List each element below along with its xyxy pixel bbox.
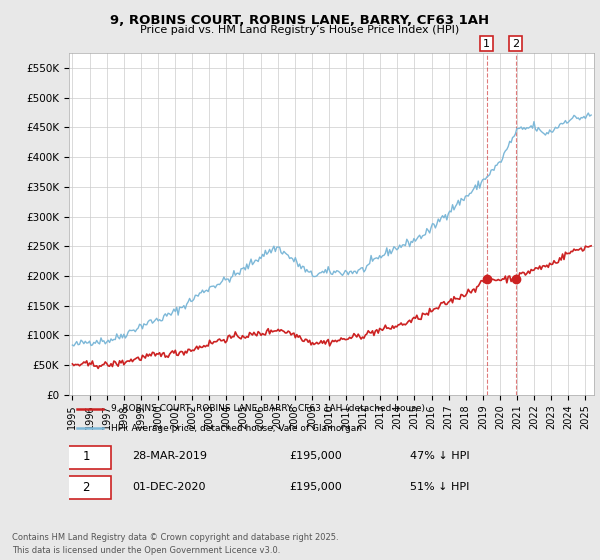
FancyBboxPatch shape [61,446,111,469]
Text: 47% ↓ HPI: 47% ↓ HPI [410,451,470,461]
Text: 2: 2 [512,39,519,49]
Text: £195,000: £195,000 [290,482,342,492]
Text: Contains HM Land Registry data © Crown copyright and database right 2025.: Contains HM Land Registry data © Crown c… [12,533,338,542]
Text: 1: 1 [483,39,490,49]
Text: £195,000: £195,000 [290,451,342,461]
Text: Price paid vs. HM Land Registry’s House Price Index (HPI): Price paid vs. HM Land Registry’s House … [140,25,460,35]
Text: HPI: Average price, detached house, Vale of Glamorgan: HPI: Average price, detached house, Vale… [111,424,362,433]
Text: This data is licensed under the Open Government Licence v3.0.: This data is licensed under the Open Gov… [12,546,280,555]
Text: 28-MAR-2019: 28-MAR-2019 [132,451,207,461]
FancyBboxPatch shape [61,477,111,500]
Text: 9, ROBINS COURT, ROBINS LANE, BARRY, CF63 1AH (detached house): 9, ROBINS COURT, ROBINS LANE, BARRY, CF6… [111,404,425,413]
Text: 9, ROBINS COURT, ROBINS LANE, BARRY, CF63 1AH: 9, ROBINS COURT, ROBINS LANE, BARRY, CF6… [110,14,490,27]
Text: 1: 1 [82,450,90,463]
Text: 2: 2 [82,480,90,494]
Text: 01-DEC-2020: 01-DEC-2020 [132,482,205,492]
Text: 51% ↓ HPI: 51% ↓ HPI [410,482,470,492]
